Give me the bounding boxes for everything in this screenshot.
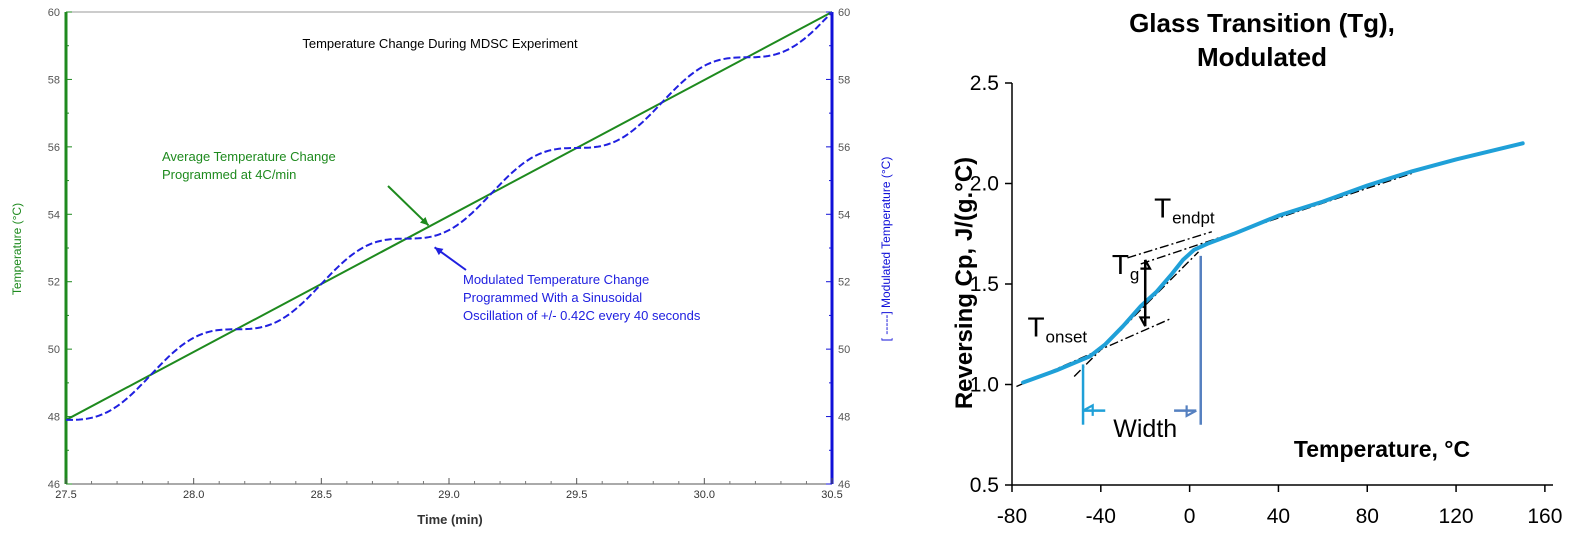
- tangent-line-0: [1016, 317, 1173, 388]
- chart1-x-tick-label: 29.5: [566, 489, 587, 501]
- annotation-modulated-line1: Modulated Temperature Change: [463, 272, 649, 287]
- chart2-y-axis-label: Reversing Cp, J/(g.°C): [951, 157, 978, 409]
- average-temperature-line: [65, 11, 833, 421]
- average-arrow-shaft: [387, 185, 430, 227]
- chart1-left-tick-label: 56: [48, 142, 60, 154]
- tg-height-arrow-head-bottom: [1138, 316, 1151, 327]
- chart1-right-tick-label: 50: [838, 344, 850, 356]
- chart2-x-axis-label: Temperature, °C: [1294, 436, 1470, 462]
- mdsc-temperature-chart: 27.5 28.0 28.5 29.0 29.5 30.0 30.5464850525456…: [10, 7, 893, 527]
- chart1-left-tick-label: 46: [48, 479, 60, 491]
- chart1-x-tick-label: 28.5: [311, 489, 332, 501]
- reversing-cp-curve: [1021, 141, 1525, 385]
- chart1-left-tick-label: 48: [48, 412, 60, 424]
- annotation-average-line1: Average Temperature Change: [162, 149, 336, 164]
- mdsc-chart-text: Temperature Change During MDSC Experimen…: [10, 36, 893, 527]
- annotation-average-line2: Programmed at 4C/min: [162, 167, 296, 182]
- chart2-x-tick-label: 160: [1527, 505, 1562, 528]
- chart1-left-tick-label: 50: [48, 344, 60, 356]
- chart1-x-axis-label: Time (min): [417, 512, 483, 527]
- label-subscript-onset: onset: [1046, 327, 1088, 346]
- label-t-g: T: [1112, 249, 1129, 280]
- chart2-y-tick-label: 1.5: [970, 273, 999, 296]
- chart2-x-tick-label: 120: [1439, 505, 1474, 528]
- chart1-right-tick-label: 58: [838, 74, 850, 86]
- average-arrow-head: [420, 216, 429, 226]
- chart2-y-tick-label: 2.0: [970, 173, 999, 196]
- tg-height-arrow-head-top: [1140, 259, 1152, 270]
- label-subscript-endpt: endpt: [1172, 209, 1215, 228]
- chart1-right-axis-label: [ -----] Modulated Temperature (°C): [879, 157, 893, 342]
- chart1-x-tick-label: 29.0: [438, 489, 459, 501]
- tangent-line-2: [1127, 231, 1213, 259]
- chart1-left-tick-label: 54: [48, 209, 60, 221]
- label-t-endpt: T: [1154, 193, 1171, 224]
- chart1-right-tick-label: 54: [838, 209, 850, 221]
- chart2-title-line2: Modulated: [1197, 42, 1327, 72]
- chart2-x-tick-label: 40: [1267, 505, 1290, 528]
- width-arrow-right-head: [1185, 405, 1197, 418]
- modulated-arrow-head: [434, 247, 444, 256]
- chart1-right-tick-label: 48: [838, 412, 850, 424]
- chart1-right-tick-label: 46: [838, 479, 850, 491]
- chart1-title: Temperature Change During MDSC Experimen…: [302, 36, 578, 51]
- chart2-x-tick-label: -40: [1086, 505, 1116, 528]
- chart2-x-tick-label: 80: [1356, 505, 1379, 528]
- chart2-x-tick-label: 0: [1184, 505, 1196, 528]
- chart1-left-tick-label: 52: [48, 277, 60, 289]
- chart1-x-tick-label: 28.0: [183, 489, 204, 501]
- chart2-y-tick-label: 1.0: [970, 374, 999, 397]
- tg-chart-text: Glass Transition (Tg), Modulated Tempera…: [951, 8, 1470, 462]
- chart1-x-tick-label: 27.5: [55, 489, 76, 501]
- chart2-title-line1: Glass Transition (Tg),: [1129, 8, 1395, 38]
- width-arrow-left-head: [1082, 403, 1094, 416]
- chart1-left-tick-label: 58: [48, 74, 60, 86]
- label-t-onset: T: [1028, 311, 1045, 342]
- modulated-temperature-line: [66, 11, 833, 421]
- chart1-x-tick-label: 30.0: [694, 489, 715, 501]
- mdsc-plot-area: 27.5 28.0 28.5 29.0 29.5 30.0 30.5464850525456…: [48, 7, 851, 501]
- chart1-left-axis-label: Temperature (°C): [10, 203, 24, 295]
- annotation-modulated-line3: Oscillation of +/- 0.42C every 40 second…: [463, 308, 701, 323]
- chart1-right-tick-label: 56: [838, 142, 850, 154]
- chart1-left-tick-label: 60: [48, 7, 60, 19]
- chart2-y-tick-label: 0.5: [970, 474, 999, 497]
- width-label: Width: [1113, 415, 1177, 443]
- chart2-y-tick-label: 2.5: [970, 72, 999, 95]
- chart2-x-tick-label: -80: [997, 505, 1027, 528]
- chart1-right-tick-label: 52: [838, 277, 850, 289]
- chart1-x-tick-label: 30.5: [821, 489, 842, 501]
- label-subscript-g: g: [1130, 265, 1139, 284]
- chart1-right-tick-label: 60: [838, 7, 850, 19]
- annotation-modulated-line2: Programmed With a Sinusoidal: [463, 290, 642, 305]
